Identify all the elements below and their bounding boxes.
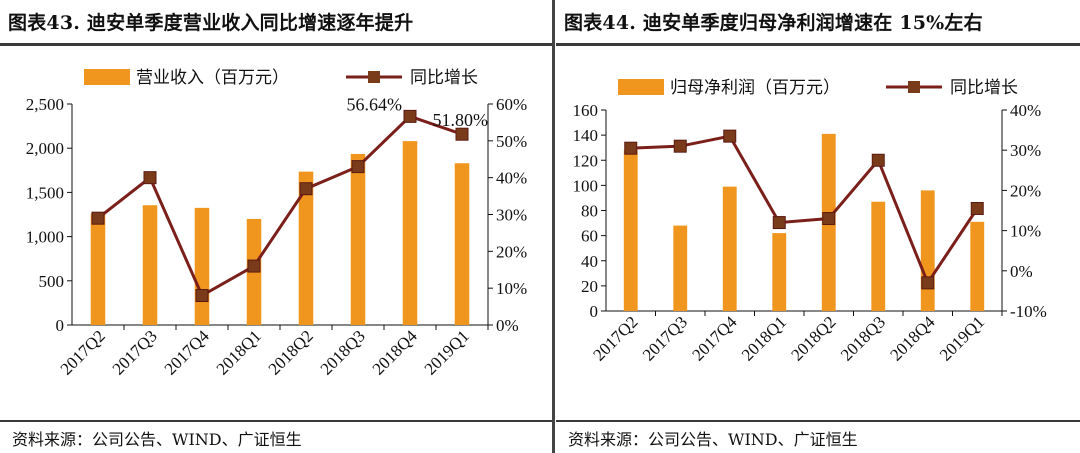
left-y2-tick-label: 10% <box>496 279 527 298</box>
right-y-tick-label: 100 <box>573 176 599 195</box>
left-x-tick-label: 2017Q3 <box>109 326 161 378</box>
left-x-tick-label: 2018Q2 <box>265 326 317 378</box>
left-annotation-peak: 56.64% <box>347 94 403 114</box>
right-legend-bar-swatch <box>618 79 664 95</box>
left-y2-tick-label: 30% <box>496 206 527 225</box>
left-x-tick-label: 2018Q3 <box>317 326 369 378</box>
right-x-tick-label: 2017Q4 <box>688 312 741 365</box>
left-growth-marker <box>403 109 417 123</box>
left-x-tick-label: 2017Q2 <box>57 326 109 378</box>
left-y2-tick-label: 20% <box>496 242 527 261</box>
left-growth-marker <box>143 171 157 185</box>
right-y-tick-label: 120 <box>573 151 599 170</box>
right-growth-marker <box>723 129 737 143</box>
right-y-tick-label: 40 <box>581 252 598 271</box>
right-y-tick-label: 80 <box>581 202 598 221</box>
right-y2-tick-label: 40% <box>1010 101 1041 120</box>
right-title-rule <box>556 43 1080 46</box>
right-source-rule <box>556 420 1080 422</box>
right-legend-line-marker <box>908 81 920 93</box>
left-legend-line-marker <box>368 71 380 83</box>
left-source-note: 资料来源：公司公告、WIND、广证恒生 <box>12 430 302 449</box>
left-y-tick-label: 0 <box>56 316 65 335</box>
right-growth-marker <box>624 141 638 155</box>
right-y-tick-label: 160 <box>573 101 599 120</box>
left-legend-bar-swatch <box>84 69 130 85</box>
right-legend-bar-label: 归母净利润（百万元） <box>670 78 840 98</box>
left-x-tick-label: 2018Q4 <box>369 326 422 379</box>
right-y-tick-label: 140 <box>573 126 599 145</box>
right-x-tick-label: 2017Q3 <box>639 312 691 364</box>
right-y2-tick-label: 30% <box>1010 141 1041 160</box>
left-chart-panel: 图表43. 迪安单季度营业收入同比增速逐年提升 0 500 1,000 1,500 2,… <box>0 12 552 449</box>
left-y-tick-label: 1,000 <box>26 228 64 247</box>
right-legend-line-label: 同比增长 <box>950 78 1018 98</box>
left-bar <box>90 213 106 325</box>
right-y-tick-label: 20 <box>581 277 598 296</box>
left-y-tick-label: 2,000 <box>26 139 64 158</box>
right-bar <box>871 201 886 311</box>
left-bar <box>454 163 470 325</box>
left-revenue-chart: 0 500 1,000 1,500 2,000 2,500 0% 10% 20% 30% 40% 50… <box>26 68 527 379</box>
left-bar <box>298 171 314 325</box>
right-chart-title: 图表44. 迪安单季度归母净利润增速在 15%左右 <box>564 12 983 34</box>
right-x-tick-label: 2018Q2 <box>787 312 839 364</box>
right-growth-marker <box>921 276 935 290</box>
right-bar <box>673 225 688 311</box>
left-bar <box>142 205 158 325</box>
left-y2-tick-label: 60% <box>496 95 527 114</box>
left-growth-marker <box>455 127 469 141</box>
right-y2-tick-label: 20% <box>1010 181 1041 200</box>
right-bar <box>772 233 787 311</box>
right-x-tick-label: 2018Q1 <box>738 312 790 364</box>
left-growth-marker <box>91 211 105 225</box>
left-x-tick-label: 2018Q1 <box>213 326 265 378</box>
right-bar <box>623 150 638 311</box>
left-growth-marker <box>351 160 365 174</box>
right-bar <box>970 221 985 311</box>
right-bar <box>722 186 737 311</box>
left-growth-marker <box>195 289 209 303</box>
left-x-tick-label: 2019Q1 <box>421 326 473 378</box>
right-bar <box>920 190 935 311</box>
left-title-rule <box>0 43 552 46</box>
left-bar <box>350 153 366 325</box>
left-legend-bar-label: 营业收入（百万元） <box>136 68 289 88</box>
left-bar <box>194 207 210 325</box>
right-growth-marker <box>871 153 885 167</box>
left-y-tick-label: 500 <box>39 272 65 291</box>
left-growth-marker <box>299 182 313 196</box>
right-y2-tick-label: 10% <box>1010 222 1041 241</box>
left-source-rule <box>0 420 552 422</box>
right-growth-marker <box>970 201 984 215</box>
right-growth-line <box>630 134 979 287</box>
right-growth-marker <box>772 216 786 230</box>
left-legend-line-label: 同比增长 <box>410 68 478 88</box>
right-source-note: 资料来源：公司公告、WIND、广证恒生 <box>568 430 858 449</box>
right-growth-marker <box>673 139 687 153</box>
right-y-tick-label: 60 <box>581 227 598 246</box>
right-x-tick-label: 2018Q4 <box>886 312 939 365</box>
right-profit-chart: 0 20 40 60 80 100 120 140 160 -10% 0% 10% 20% 30% 40% 2… <box>573 78 1047 365</box>
left-growth-line <box>97 114 463 298</box>
left-bar <box>402 141 418 325</box>
right-x-tick-label: 2018Q3 <box>837 312 889 364</box>
left-chart-title: 图表43. 迪安单季度营业收入同比增速逐年提升 <box>8 12 414 34</box>
left-y2-tick-label: 0% <box>496 316 519 335</box>
right-y2-tick-label: -10% <box>1010 302 1047 321</box>
panel-divider <box>552 0 555 453</box>
left-y-tick-label: 2,500 <box>26 95 64 114</box>
right-y-tick-label: 0 <box>590 302 599 321</box>
right-x-tick-label: 2019Q1 <box>936 312 988 364</box>
right-chart-panel: 图表44. 迪安单季度归母净利润增速在 15%左右 0 20 40 60 80 100 12… <box>556 0 1080 453</box>
right-y2-tick-label: 0% <box>1010 262 1033 281</box>
left-x-tick-label: 2017Q4 <box>161 326 214 379</box>
right-growth-marker <box>822 212 836 226</box>
left-y2-tick-label: 40% <box>496 169 527 188</box>
left-annotation-latest: 51.80% <box>433 110 489 130</box>
left-growth-marker <box>247 259 261 273</box>
left-y-tick-label: 1,500 <box>26 183 64 202</box>
left-y2-tick-label: 50% <box>496 132 527 151</box>
